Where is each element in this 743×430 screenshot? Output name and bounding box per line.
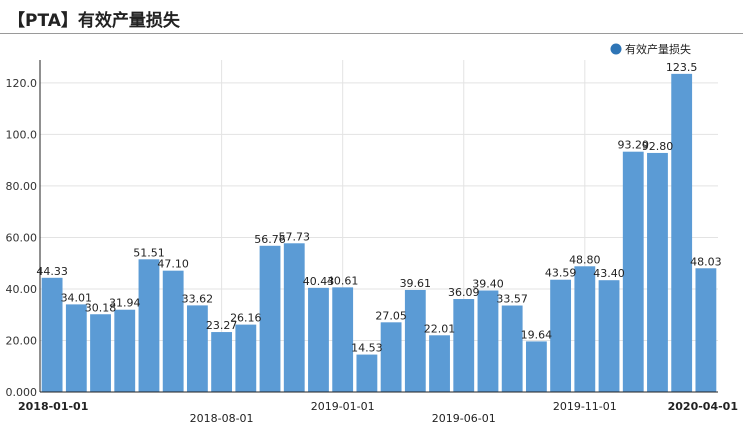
data-label: 51.51 (133, 246, 165, 259)
bar (65, 304, 87, 392)
data-label: 27.05 (375, 309, 407, 322)
data-label: 40.61 (327, 274, 359, 287)
bar (477, 290, 499, 392)
x-tick-label: 2018-08-01 (190, 412, 254, 425)
bar (90, 314, 111, 392)
legend-label: 有效产量损失 (625, 42, 691, 56)
data-label: 43.59 (545, 267, 577, 280)
data-label: 23.27 (206, 319, 238, 332)
bar (259, 245, 281, 392)
y-tick-label: 100.0 (6, 128, 38, 141)
bar (380, 322, 402, 392)
bar (41, 277, 63, 392)
y-tick-label: 120.0 (6, 77, 38, 90)
bar (695, 268, 717, 392)
data-label: 43.40 (593, 267, 625, 280)
bar (283, 243, 305, 392)
data-label: 19.64 (521, 328, 553, 341)
x-tick-label: 2019-06-01 (432, 412, 496, 425)
chart-header: 【PTA】有效产量损失 (0, 0, 743, 34)
bar (138, 259, 160, 392)
bar (453, 299, 475, 392)
bar (162, 270, 184, 392)
bar (525, 341, 547, 392)
bar (114, 309, 136, 392)
data-label: 30.18 (85, 301, 117, 314)
data-label: 39.61 (400, 277, 432, 290)
data-label: 31.94 (109, 297, 141, 310)
data-label: 22.01 (424, 322, 456, 335)
bar (574, 266, 596, 392)
bar (211, 332, 233, 392)
data-label: 26.16 (230, 312, 262, 325)
data-label: 40.43 (303, 275, 335, 288)
y-tick-label: 0.000 (6, 386, 38, 399)
data-label: 56.76 (254, 233, 286, 246)
data-label: 57.73 (279, 230, 311, 243)
bar (501, 305, 523, 392)
bar (622, 151, 644, 392)
bar (671, 73, 693, 392)
x-tick-label: 2019-01-01 (311, 400, 375, 413)
bar (186, 305, 208, 392)
chart-title: 【PTA】有效产量损失 (8, 11, 180, 31)
bar (308, 287, 329, 392)
bar (332, 287, 354, 392)
bar (429, 335, 450, 392)
data-label: 48.80 (569, 253, 601, 266)
y-tick-label: 80.00 (6, 180, 38, 193)
x-tick-label: 2018-01-01 (18, 400, 88, 413)
bar (598, 280, 620, 392)
x-tick-label: 2019-11-01 (553, 400, 617, 413)
x-tick-label: 2020-04-01 (668, 400, 738, 413)
bar (404, 289, 426, 392)
data-label: 123.5 (666, 61, 698, 74)
data-label: 36.09 (448, 286, 480, 299)
data-label: 92.80 (642, 140, 674, 153)
data-label: 48.03 (690, 255, 722, 268)
data-label: 14.53 (351, 342, 383, 355)
y-tick-label: 20.00 (6, 334, 38, 347)
bar (356, 354, 378, 392)
y-tick-label: 60.00 (6, 231, 38, 244)
bar (647, 152, 668, 392)
data-label: 39.40 (472, 278, 504, 291)
data-label: 33.57 (496, 293, 528, 306)
data-label: 44.33 (36, 265, 68, 278)
bar (550, 279, 572, 392)
bar (235, 324, 257, 392)
data-label: 34.01 (61, 291, 93, 304)
data-label: 93.29 (618, 139, 650, 152)
data-label: 33.62 (182, 292, 214, 305)
data-label: 47.10 (157, 258, 189, 271)
legend-marker (610, 43, 622, 55)
y-tick-label: 40.00 (6, 283, 38, 296)
